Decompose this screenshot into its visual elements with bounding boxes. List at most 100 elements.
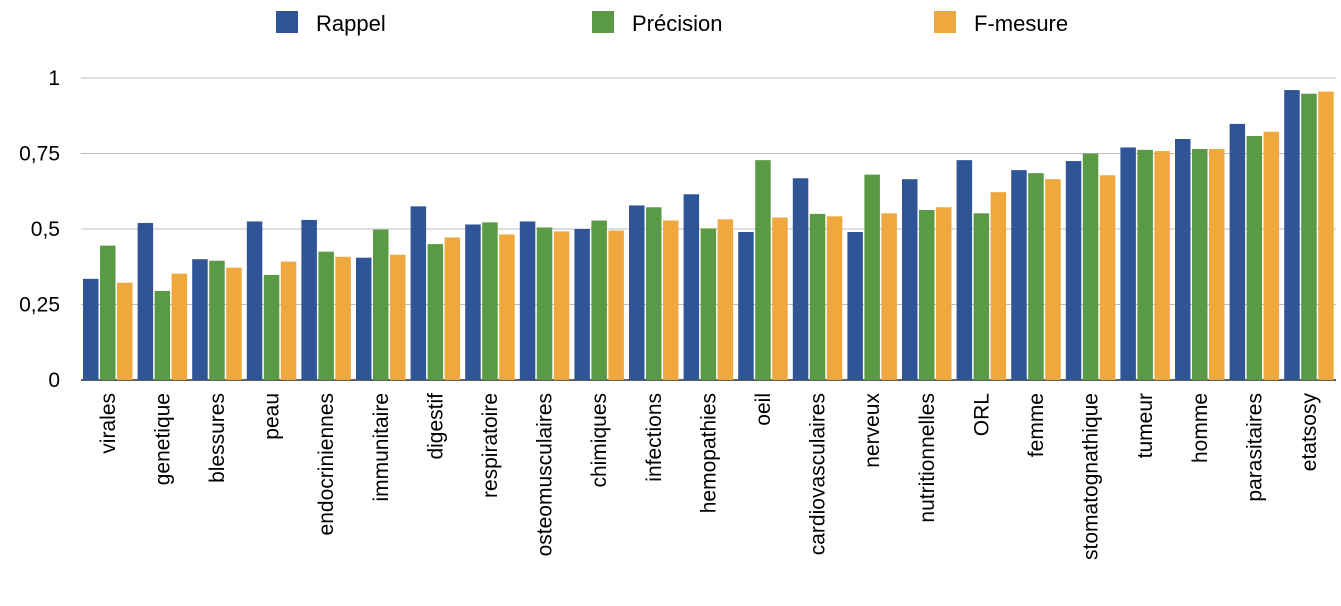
bar-rappel-homme: [1175, 139, 1191, 380]
bar-pr-cision-etatsosy: [1301, 93, 1317, 380]
x-tick-label: parasitaires: [1243, 393, 1266, 502]
bar-f-mesure-immunitaire: [390, 254, 406, 380]
x-tick-label: oeil: [752, 393, 775, 426]
bar-pr-cision-nutritionnelles: [919, 209, 935, 380]
bar-rappel-virales: [83, 278, 99, 380]
bar-rappel-parasitaires: [1229, 123, 1246, 381]
x-tick-label: nutritionnelles: [916, 393, 939, 523]
bar-pr-cision-stomatognathique: [1082, 153, 1099, 380]
bar-pr-cision-cardiovasculaires: [809, 213, 826, 380]
bar-pr-cision-parasitaires: [1246, 135, 1263, 380]
bar-f-mesure-digestif: [444, 237, 461, 380]
bar-rappel-etatsosy: [1284, 90, 1300, 380]
bar-rappel-infections: [629, 205, 645, 380]
x-tick-label: etatsosy: [1298, 393, 1321, 472]
bar-pr-cision-immunitaire: [373, 229, 389, 380]
legend: Rappel Précision F-mesure: [276, 11, 1068, 36]
bar-rappel-osteomusculaires: [519, 221, 536, 380]
bar-rappel-oeil: [738, 232, 754, 380]
bar-rappel-peau: [246, 221, 263, 380]
bars: [83, 90, 1334, 381]
bar-pr-cision-nerveux: [864, 174, 880, 380]
x-tick-label: cardiovasculaires: [807, 393, 830, 555]
x-tick-label: respiratoire: [479, 393, 502, 498]
bar-f-mesure-orl: [990, 192, 1007, 380]
bar-pr-cision-endocriniennes: [318, 251, 334, 380]
bar-f-mesure-virales: [117, 282, 133, 380]
bar-pr-cision-oeil: [755, 160, 771, 380]
x-tick-label: peau: [261, 393, 284, 440]
bar-pr-cision-orl: [973, 213, 990, 380]
bar-pr-cision-virales: [100, 245, 116, 380]
x-tick-label: endocriniennes: [315, 393, 338, 535]
bar-f-mesure-blessures: [226, 267, 242, 380]
x-tick-label: chimiques: [588, 393, 611, 488]
bar-f-mesure-homme: [1209, 148, 1225, 380]
bar-rappel-hemopathies: [683, 194, 700, 380]
bar-f-mesure-tumeur: [1154, 151, 1170, 380]
y-axis: 0 0,25 0,5 0,75 1: [19, 67, 60, 392]
bar-pr-cision-chimiques: [591, 220, 607, 380]
bar-rappel-cardiovasculaires: [792, 178, 809, 380]
bar-f-mesure-hemopathies: [717, 219, 734, 380]
x-tick-label: hemopathies: [697, 393, 720, 513]
bar-rappel-nutritionnelles: [902, 179, 918, 380]
y-tick-label: 0: [48, 369, 60, 392]
x-tick-label: immunitaire: [370, 393, 393, 502]
bar-rappel-orl: [956, 160, 973, 380]
x-tick-label: genetique: [151, 393, 174, 485]
bar-f-mesure-chimiques: [608, 230, 624, 380]
bar-rappel-endocriniennes: [301, 219, 317, 380]
legend-label: F-mesure: [974, 11, 1068, 36]
bar-pr-cision-blessures: [209, 260, 225, 380]
bar-pr-cision-tumeur: [1137, 149, 1153, 380]
x-tick-label: femme: [1025, 393, 1048, 457]
bar-f-mesure-nutritionnelles: [936, 207, 952, 380]
bar-pr-cision-homme: [1192, 148, 1208, 380]
bar-f-mesure-respiratoire: [499, 234, 515, 380]
bar-f-mesure-infections: [663, 220, 679, 380]
bar-f-mesure-peau: [280, 261, 297, 380]
x-tick-label: virales: [97, 393, 120, 454]
bar-rappel-digestif: [410, 206, 427, 380]
bar-pr-cision-peau: [263, 274, 280, 380]
x-tick-label: nerveux: [861, 393, 884, 468]
bar-rappel-genetique: [137, 222, 154, 380]
bar-rappel-stomatognathique: [1065, 161, 1082, 380]
bar-f-mesure-parasitaires: [1263, 131, 1280, 380]
bar-f-mesure-nerveux: [881, 213, 897, 380]
bar-rappel-immunitaire: [356, 257, 372, 380]
bar-rappel-nerveux: [847, 232, 863, 380]
bar-pr-cision-osteomusculaires: [536, 227, 553, 380]
y-tick-label: 0,75: [19, 143, 60, 166]
x-tick-label: blessures: [206, 393, 229, 483]
bar-f-mesure-etatsosy: [1318, 91, 1334, 380]
legend-label: Rappel: [316, 11, 386, 36]
legend-swatch: [934, 11, 956, 33]
bar-f-mesure-oeil: [772, 217, 788, 380]
bar-f-mesure-stomatognathique: [1099, 175, 1116, 380]
bar-f-mesure-osteomusculaires: [553, 231, 570, 380]
x-tick-label: digestif: [424, 393, 447, 460]
x-tick-label: osteomusculaires: [534, 393, 557, 556]
bar-pr-cision-hemopathies: [700, 228, 717, 380]
bar-pr-cision-femme: [1028, 173, 1044, 380]
bar-pr-cision-infections: [646, 207, 662, 380]
x-axis: virales genetique blessures peau endocrinien…: [97, 393, 1321, 560]
bar-pr-cision-respiratoire: [482, 222, 498, 380]
bar-pr-cision-digestif: [427, 244, 444, 380]
y-tick-label: 1: [48, 67, 60, 90]
bar-pr-cision-genetique: [154, 290, 171, 380]
bar-f-mesure-femme: [1045, 179, 1061, 380]
bar-rappel-blessures: [192, 259, 208, 380]
x-tick-label: stomatognathique: [1080, 393, 1103, 560]
y-tick-label: 0,5: [31, 218, 60, 241]
bar-f-mesure-endocriniennes: [335, 256, 351, 380]
bar-rappel-respiratoire: [465, 224, 481, 380]
bar-rappel-chimiques: [574, 229, 590, 380]
bar-f-mesure-genetique: [171, 273, 188, 380]
x-tick-label: ORL: [970, 393, 993, 436]
x-tick-label: homme: [1189, 393, 1212, 463]
bar-rappel-femme: [1011, 170, 1027, 380]
